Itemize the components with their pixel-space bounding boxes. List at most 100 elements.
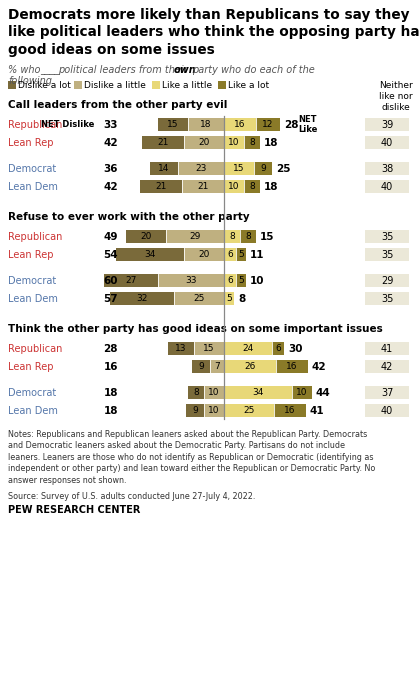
Text: NET: NET: [298, 115, 317, 124]
Text: 16: 16: [234, 120, 246, 129]
Bar: [74, 81, 82, 89]
Bar: [244, 136, 260, 149]
Text: following: following: [8, 76, 52, 86]
Text: % who: % who: [8, 65, 40, 75]
Text: 8: 8: [245, 232, 251, 241]
Bar: [174, 292, 224, 305]
Bar: [365, 274, 409, 287]
Bar: [218, 81, 226, 89]
Bar: [256, 118, 280, 131]
Text: Lean Dem: Lean Dem: [8, 182, 58, 192]
Bar: [152, 81, 160, 89]
Text: 29: 29: [381, 275, 393, 286]
Text: 26: 26: [244, 362, 256, 371]
Text: Dislike a lot: Dislike a lot: [18, 80, 71, 90]
Bar: [365, 360, 409, 373]
Text: 6: 6: [275, 344, 281, 353]
Text: Republican: Republican: [8, 343, 63, 354]
Bar: [236, 274, 246, 287]
Bar: [365, 162, 409, 175]
Bar: [224, 292, 234, 305]
Text: Democrat: Democrat: [8, 275, 56, 286]
Text: 23: 23: [195, 164, 207, 173]
Text: 40: 40: [381, 182, 393, 192]
Text: 38: 38: [381, 163, 393, 173]
Text: Republican: Republican: [8, 231, 63, 241]
Text: 25: 25: [276, 163, 291, 173]
Text: 40: 40: [381, 137, 393, 148]
Bar: [110, 292, 174, 305]
Bar: [184, 248, 224, 261]
Bar: [210, 360, 224, 373]
Bar: [178, 162, 224, 175]
Text: Republican: Republican: [8, 120, 63, 129]
Text: 42: 42: [381, 362, 393, 371]
Text: 60: 60: [103, 275, 118, 286]
Bar: [192, 360, 210, 373]
Text: 20: 20: [140, 232, 152, 241]
Text: 25: 25: [193, 294, 205, 303]
Bar: [224, 136, 244, 149]
Text: Like: Like: [298, 125, 318, 134]
Bar: [188, 118, 224, 131]
Text: 29: 29: [189, 232, 201, 241]
Bar: [182, 180, 224, 193]
Text: Lean Rep: Lean Rep: [8, 137, 53, 148]
Text: 28: 28: [103, 343, 118, 354]
Text: 16: 16: [284, 406, 296, 415]
Bar: [158, 118, 188, 131]
Bar: [186, 404, 204, 417]
Bar: [126, 230, 166, 243]
Bar: [365, 136, 409, 149]
Bar: [142, 136, 184, 149]
Bar: [365, 342, 409, 355]
Text: 15: 15: [260, 231, 275, 241]
Text: 28: 28: [284, 120, 299, 129]
Text: 36: 36: [103, 163, 118, 173]
Text: Notes: Republicans and Republican leaners asked about the Republican Party. Demo: Notes: Republicans and Republican leaner…: [8, 430, 375, 485]
Text: 27: 27: [125, 276, 136, 285]
Bar: [204, 386, 224, 399]
Text: Lean Dem: Lean Dem: [8, 405, 58, 415]
Text: Refuse to ever work with the other party: Refuse to ever work with the other party: [8, 212, 249, 222]
Bar: [365, 292, 409, 305]
Text: 21: 21: [197, 182, 209, 191]
Bar: [184, 136, 224, 149]
Text: 21: 21: [158, 138, 169, 147]
Bar: [8, 81, 16, 89]
Text: ____: ____: [40, 65, 60, 75]
Text: 24: 24: [242, 344, 254, 353]
Text: 18: 18: [200, 120, 212, 129]
Bar: [116, 248, 184, 261]
Text: 49: 49: [103, 231, 118, 241]
Text: PEW RESEARCH CENTER: PEW RESEARCH CENTER: [8, 505, 140, 515]
Text: 8: 8: [229, 232, 235, 241]
Text: 10: 10: [228, 182, 240, 191]
Text: Lean Rep: Lean Rep: [8, 362, 53, 371]
Text: 15: 15: [167, 120, 179, 129]
Text: 54: 54: [103, 250, 118, 260]
Text: 18: 18: [103, 405, 118, 415]
Text: 35: 35: [381, 250, 393, 260]
Text: 57: 57: [103, 294, 118, 303]
Bar: [224, 342, 272, 355]
Text: 35: 35: [381, 231, 393, 241]
Bar: [292, 386, 312, 399]
Text: 8: 8: [193, 388, 199, 397]
Text: 5: 5: [226, 294, 232, 303]
Bar: [166, 230, 224, 243]
Text: Lean Dem: Lean Dem: [8, 294, 58, 303]
Text: 41: 41: [310, 405, 325, 415]
Text: 15: 15: [233, 164, 245, 173]
Text: Like a little: Like a little: [162, 80, 212, 90]
Bar: [224, 118, 256, 131]
Bar: [236, 248, 246, 261]
Text: 16: 16: [286, 362, 298, 371]
Bar: [365, 180, 409, 193]
Text: 39: 39: [381, 120, 393, 129]
Bar: [140, 180, 182, 193]
Text: party who do each of the: party who do each of the: [192, 65, 315, 75]
Text: 40: 40: [381, 405, 393, 415]
Bar: [224, 274, 236, 287]
Text: 18: 18: [264, 137, 278, 148]
